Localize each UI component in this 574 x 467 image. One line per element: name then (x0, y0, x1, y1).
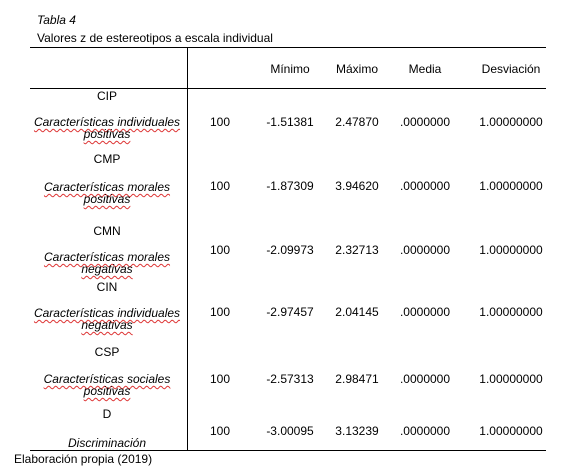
column-header: Mínimo (270, 62, 310, 76)
row-code: CSP (94, 345, 120, 359)
cell: 2.32713 (335, 243, 379, 257)
row-code: CMN (93, 224, 121, 238)
table-title: Valores z de estereotipos a escala indiv… (37, 31, 273, 45)
column-divider (187, 47, 188, 450)
footer: Elaboración propia (2019) (14, 452, 153, 466)
cell: .0000000 (399, 372, 451, 386)
cell: 1.00000000 (479, 372, 543, 386)
header-rule (30, 88, 546, 89)
row-label: Características sociales (43, 372, 171, 386)
cell: 3.13239 (335, 424, 379, 438)
cell: -2.57313 (266, 372, 314, 386)
cell: -1.51381 (266, 115, 314, 129)
cell: 100 (209, 305, 231, 319)
row-label: negativas (81, 318, 133, 332)
cell: 100 (209, 243, 231, 257)
top-rule (30, 47, 546, 48)
cell: 100 (209, 424, 231, 438)
row-label: positivas (83, 384, 131, 398)
row-code: CIP (96, 89, 118, 103)
cell: .0000000 (399, 115, 451, 129)
cell: -2.97457 (266, 305, 314, 319)
cell: 2.47870 (335, 115, 379, 129)
row-label: Características individuales (33, 115, 181, 129)
cell: 1.00000000 (479, 424, 543, 438)
cell: 1.00000000 (479, 115, 543, 129)
cell: 1.00000000 (479, 179, 543, 193)
cell: .0000000 (399, 179, 451, 193)
cell: 100 (209, 115, 231, 129)
cell: 2.98471 (335, 372, 379, 386)
table-label: Tabla 4 (37, 13, 76, 27)
cell: .0000000 (399, 424, 451, 438)
column-header: Media (408, 62, 442, 76)
cell: 1.00000000 (479, 243, 543, 257)
row-label: positivas (83, 127, 131, 141)
cell: .0000000 (399, 305, 451, 319)
row-label: Discriminación (67, 436, 147, 450)
cell: -1.87309 (266, 179, 314, 193)
row-code: D (102, 407, 112, 421)
row-code: CMP (93, 152, 121, 166)
bottom-rule (30, 450, 546, 451)
row-label: Características morales (43, 180, 171, 194)
cell: 2.04145 (335, 305, 379, 319)
cell: .0000000 (399, 243, 451, 257)
cell: -3.00095 (266, 424, 314, 438)
row-code: CIN (96, 280, 118, 294)
cell: 1.00000000 (479, 305, 543, 319)
cell: 100 (209, 179, 231, 193)
row-label: Características individuales (33, 306, 181, 320)
row-label: Características morales (43, 250, 171, 264)
column-header: Máximo (335, 62, 379, 76)
row-label: positivas (83, 192, 131, 206)
cell: 100 (209, 372, 231, 386)
cell: 3.94620 (335, 179, 379, 193)
cell: -2.09973 (266, 243, 314, 257)
row-label: negativas (81, 262, 133, 276)
column-header: Desviación (481, 62, 541, 76)
